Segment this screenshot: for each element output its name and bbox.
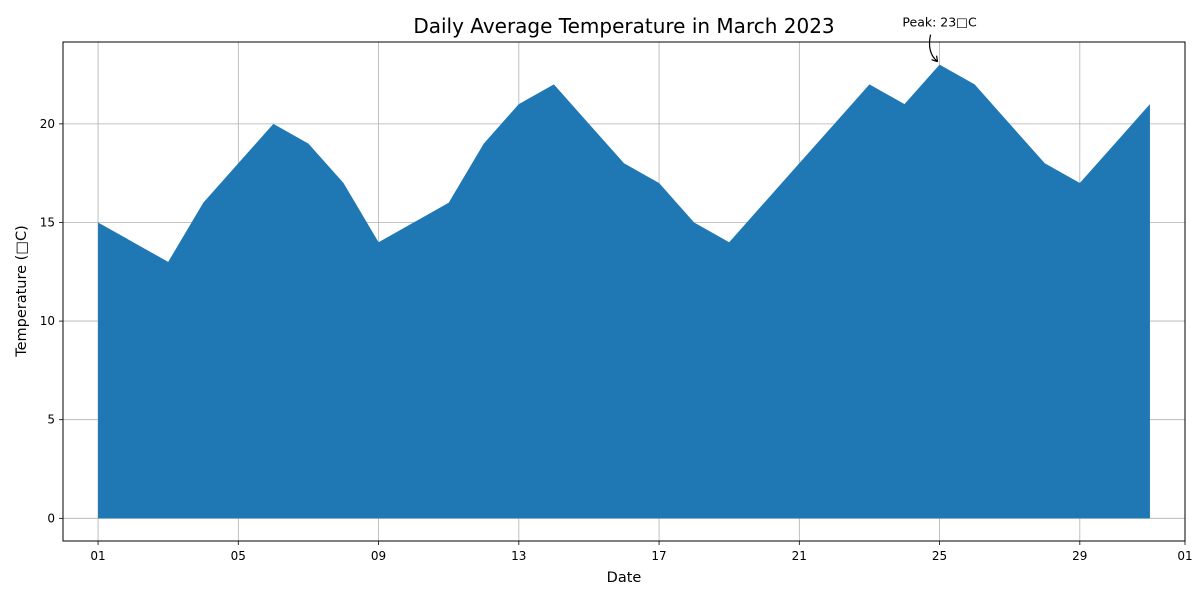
y-tick-label: 0 xyxy=(47,511,55,525)
plot-frame xyxy=(62,41,1186,542)
y-tick-label: 10 xyxy=(40,314,55,328)
x-axis-label: Date xyxy=(607,570,642,586)
x-tick-label: 05 xyxy=(231,549,246,563)
x-axis: 01 05 09 13 17 21 25 29 01 xyxy=(90,541,1193,563)
x-tick-label: 17 xyxy=(651,549,666,563)
x-tick-label: 25 xyxy=(932,549,947,563)
y-tick-label: 20 xyxy=(40,117,55,131)
x-tick-label: 09 xyxy=(371,549,386,563)
chart-title: Daily Average Temperature in March 2023 xyxy=(413,14,834,38)
y-tick-label: 15 xyxy=(40,215,55,229)
peak-annotation-arrow xyxy=(928,34,939,63)
x-tick-label: 29 xyxy=(1072,549,1087,563)
x-tick-label: 13 xyxy=(511,549,526,563)
y-axis-label: Temperature (□C) xyxy=(14,225,30,358)
y-axis: 0 5 10 15 20 xyxy=(40,117,63,525)
peak-annotation-label: Peak: 23□C xyxy=(902,15,977,30)
y-tick-label: 5 xyxy=(47,413,55,427)
x-tick-label: 01 xyxy=(1177,549,1192,563)
peak-annotation: Peak: 23□C xyxy=(902,15,977,63)
area-series xyxy=(98,64,1150,519)
x-tick-label: 01 xyxy=(90,549,105,563)
x-tick-label: 21 xyxy=(792,549,807,563)
